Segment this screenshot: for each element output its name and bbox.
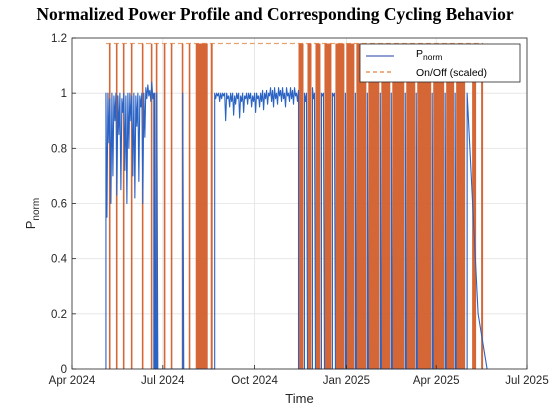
onoff-period <box>446 43 455 370</box>
onoff-period <box>433 43 445 370</box>
onoff-period <box>130 43 133 370</box>
onoff-period <box>307 43 312 370</box>
x-tick-label: Jul 2025 <box>505 375 548 387</box>
y-tick-label: 0.4 <box>51 254 68 266</box>
y-tick-label: 0.6 <box>51 199 67 211</box>
y-tick-labels: 0 0.2 0.4 0.6 0.8 1 1.2 <box>51 33 68 376</box>
plot-area <box>105 42 488 370</box>
y-tick-label: 1 <box>61 88 67 100</box>
x-tick-label: Apr 2025 <box>413 375 460 387</box>
x-tick-label: Jul 2024 <box>141 375 185 387</box>
onoff-period <box>115 43 118 370</box>
y-tick-label: 0.8 <box>51 143 67 155</box>
y-axis-label: Pnorm <box>23 198 42 229</box>
onoff-period <box>188 43 191 370</box>
y-axis-label-sub: norm <box>31 198 42 221</box>
onoff-period <box>481 43 484 370</box>
onoff-period <box>298 43 304 370</box>
legend: Pnorm On/Off (scaled) <box>359 43 521 83</box>
legend-box <box>359 43 521 83</box>
onoff-period <box>392 43 405 370</box>
y-tick-label: 0 <box>61 364 67 376</box>
onoff-period <box>368 43 380 370</box>
onoff-period <box>108 43 111 370</box>
onoff-period <box>356 43 367 370</box>
legend-label-pnorm-main: P <box>416 48 423 60</box>
legend-label-pnorm: Pnorm <box>416 48 442 62</box>
onoff-period <box>335 43 345 370</box>
x-tick-label: Oct 2024 <box>231 375 278 387</box>
x-tick-label: Apr 2024 <box>49 375 96 387</box>
onoff-period <box>381 43 391 370</box>
onoff-period <box>170 43 173 370</box>
onoff-period <box>324 43 332 370</box>
y-axis-label-main: P <box>23 221 38 230</box>
onoff-period <box>315 43 321 370</box>
x-tick-label: Jan 2025 <box>323 375 370 387</box>
chart-title: Normalized Power Profile and Correspondi… <box>36 4 514 24</box>
x-axis-label: Time <box>285 391 313 406</box>
onoff-period <box>456 43 466 370</box>
onoff-period <box>406 43 416 370</box>
x-tick-labels: Apr 2024 Jul 2024 Oct 2024 Jan 2025 Apr 2025… <box>49 375 549 387</box>
onoff-period <box>472 43 477 370</box>
onoff-period <box>346 43 355 370</box>
legend-label-onoff: On/Off (scaled) <box>416 67 487 79</box>
onoff-period <box>122 43 125 370</box>
tick-marks <box>71 37 528 370</box>
legend-label-pnorm-sub: norm <box>423 52 442 62</box>
onoff-period <box>150 43 153 370</box>
onoff-period <box>141 43 144 370</box>
onoff-period <box>195 43 208 370</box>
onoff-period <box>163 43 166 370</box>
y-tick-label: 1.2 <box>51 33 67 45</box>
onoff-period <box>417 43 432 370</box>
onoff-period <box>210 43 213 370</box>
y-tick-label: 0.2 <box>51 309 67 321</box>
